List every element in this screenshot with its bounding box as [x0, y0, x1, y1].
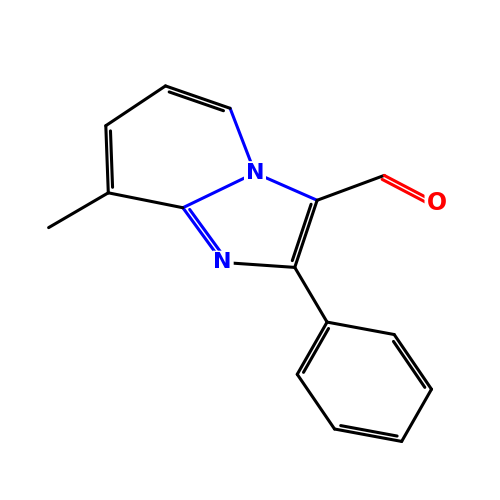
Text: O: O [426, 191, 446, 215]
Text: N: N [214, 252, 232, 272]
Text: N: N [246, 163, 264, 183]
